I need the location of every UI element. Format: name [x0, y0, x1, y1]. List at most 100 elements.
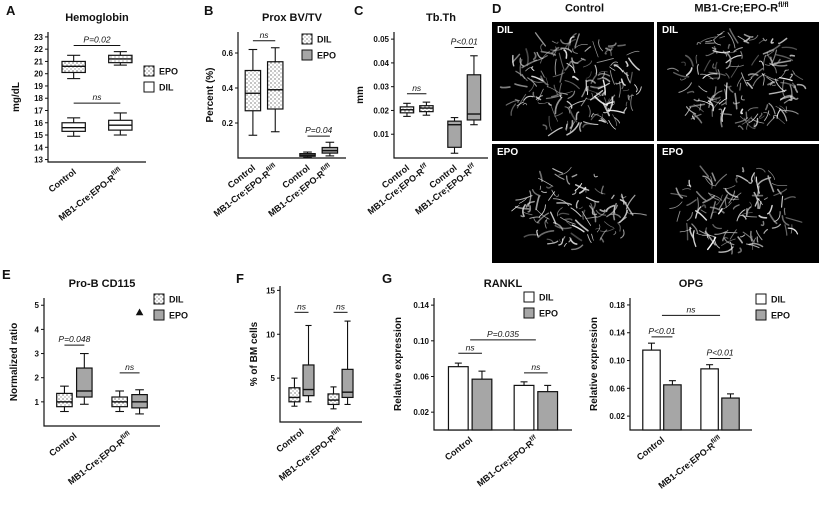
- y-tick-label: 20: [34, 70, 43, 79]
- chart-svg-G2: OPG Relative expression 0.02 0.06 0.10 0.14 0.…: [589, 278, 790, 491]
- image-label-dil: DIL: [497, 25, 514, 36]
- y-tick-label: 18: [34, 94, 43, 103]
- box-Control-DIL: [288, 387, 301, 403]
- y-axis-label: % of BM cells: [249, 321, 260, 386]
- microct-render: [511, 166, 647, 251]
- legend-label: EPO: [539, 309, 558, 319]
- y-tick-label: 0.4: [222, 84, 234, 93]
- bar-Control-EPO: [663, 384, 682, 431]
- legend-swatch-epo: [143, 65, 155, 77]
- y-tick-label: 10: [266, 330, 275, 339]
- x-tick-label: Control: [635, 435, 666, 463]
- x-tick-label: MB1-Cre;EPO-Rfl/fl: [276, 426, 345, 483]
- microct-image-control-epo: EPO: [492, 144, 654, 263]
- significance-label: P=0.02: [83, 34, 110, 44]
- y-tick-label: 5: [271, 374, 276, 383]
- y-tick-label: 0.10: [413, 337, 429, 346]
- axes: [43, 298, 160, 427]
- y-tick-label: 15: [34, 131, 43, 140]
- panel-b-prox-bvtv-boxplot: Prox BV/TV Percent (%) 0.2 0.4 0.6 ns P=0.04 Co…: [202, 2, 352, 237]
- y-tick-label: 23: [34, 33, 43, 42]
- y-tick-label: 0.18: [609, 301, 625, 310]
- significance-label: ns: [466, 342, 476, 352]
- y-tick-label: 0.05: [373, 35, 389, 44]
- chart-title: Pro-B CD115: [69, 278, 136, 290]
- y-tick-label: 13: [34, 156, 43, 165]
- y-tick-label: 22: [34, 45, 43, 54]
- significance-label: ns: [336, 301, 346, 311]
- legend-swatch-epo: [523, 307, 535, 319]
- x-tick-label: Control: [47, 167, 78, 195]
- legend-swatch-dil: [523, 291, 535, 303]
- bar-MB1-Cre;EPO-R-DIL: [700, 368, 719, 431]
- panel-g-rankl-barchart: RANKL Relative expression 0.02 0.06 0.10 0.14…: [390, 266, 580, 511]
- legend-label: EPO: [169, 311, 188, 321]
- significance-label: P=0.035: [487, 329, 519, 339]
- y-tick-label: 0.04: [373, 59, 389, 68]
- y-tick-label: 21: [34, 57, 43, 66]
- panel-g-opg-barchart: OPG Relative expression 0.02 0.06 0.10 0.14 0.…: [586, 266, 818, 511]
- legend-swatch-epo: [153, 309, 165, 321]
- significance-label: P<0.01: [648, 326, 675, 336]
- panel-letter-e: E: [2, 267, 11, 282]
- microct-render: [669, 165, 803, 255]
- chart-svg-A: Hemoglobin mg/dL 13 14 15 16 17 18 19 20 21 22 23 P=0…: [11, 12, 178, 223]
- y-tick-label: 16: [34, 119, 43, 128]
- y-tick-label: 0.02: [373, 106, 389, 115]
- microct-image-mb1-epo: EPO: [657, 144, 819, 263]
- significance-label: ns: [412, 83, 422, 93]
- d-column-header-control: Control: [506, 2, 663, 15]
- image-label-epo: EPO: [497, 147, 519, 158]
- chart-title: OPG: [679, 278, 703, 290]
- y-tick-label: 0.10: [609, 357, 625, 366]
- panel-c-tbth-boxplot: Tb.Th mm 0.01 0.02 0.03 0.04 0.05 ns P<0.01 Contr…: [352, 2, 492, 237]
- box-Control-DIL: [244, 69, 262, 112]
- d-col-mb1-text: MB1-Cre;EPO-R: [694, 2, 779, 15]
- significance-label: ns: [687, 304, 697, 314]
- legend-swatch-epo: [301, 49, 313, 61]
- legend-label: DIL: [169, 295, 184, 305]
- bar-MB1-Cre;EPO-R-EPO: [537, 391, 559, 431]
- chart-svg-C: Tb.Thmm0.010.020.030.040.05nsP<0.01Contr…: [355, 12, 488, 217]
- y-tick-label: 17: [34, 106, 43, 115]
- box-Control-EPO: [75, 367, 93, 398]
- legend-swatch-dil: [301, 33, 313, 45]
- legend-label: EPO: [159, 67, 178, 77]
- image-label-dil: DIL: [662, 25, 679, 36]
- panel-letter-d: D: [492, 1, 502, 16]
- y-tick-label: 4: [35, 325, 40, 334]
- panel-d-microct: D Control MB1-Cre;EPO-Rfl/fl DIL DIL EPO…: [492, 2, 820, 263]
- y-axis-label: Relative expression: [589, 317, 600, 411]
- significance-label: P=0.048: [58, 334, 90, 344]
- y-tick-label: 0.06: [413, 372, 429, 381]
- panel-letter-b: B: [204, 3, 214, 18]
- chart-title: Tb.Th: [426, 12, 456, 24]
- box-MB1-Cre;EPO-R-EPO: [466, 74, 482, 121]
- box-Control-DIL: [56, 392, 73, 408]
- d-column-header-mb1: MB1-Cre;EPO-Rfl/fl: [663, 2, 820, 15]
- panel-d-header: D Control MB1-Cre;EPO-Rfl/fl: [492, 2, 820, 22]
- y-tick-label: 0.6: [222, 49, 234, 58]
- x-tick-label: MB1-Cre;EPO-Rf/f: [474, 433, 540, 488]
- significance-label: P<0.01: [451, 36, 478, 46]
- box-MB1-Cre;EPO-R-EPO: [341, 368, 354, 399]
- bar-MB1-Cre;EPO-R-DIL: [513, 384, 535, 431]
- y-tick-label: 0.02: [413, 408, 429, 417]
- axes: [279, 286, 362, 423]
- y-axis-label: Relative expression: [393, 317, 404, 411]
- y-tick-label: 0.14: [609, 329, 625, 338]
- legend-label: EPO: [317, 51, 336, 61]
- box-MB1-Cre;EPO-R-DIL: [266, 61, 284, 110]
- bar-Control-DIL: [642, 349, 661, 431]
- x-tick-label: Control: [443, 435, 474, 463]
- y-tick-label: 1: [35, 398, 40, 407]
- significance-label: P<0.01: [706, 347, 733, 357]
- significance-label: ns: [297, 301, 307, 311]
- y-tick-label: 0.2: [222, 119, 234, 128]
- legend-label: DIL: [317, 35, 332, 45]
- significance-label: P=0.04: [305, 125, 332, 135]
- axes: [393, 32, 488, 159]
- panel-d-image-grid: DIL DIL EPO EPO: [492, 22, 820, 263]
- y-tick-label: 0.01: [373, 130, 389, 139]
